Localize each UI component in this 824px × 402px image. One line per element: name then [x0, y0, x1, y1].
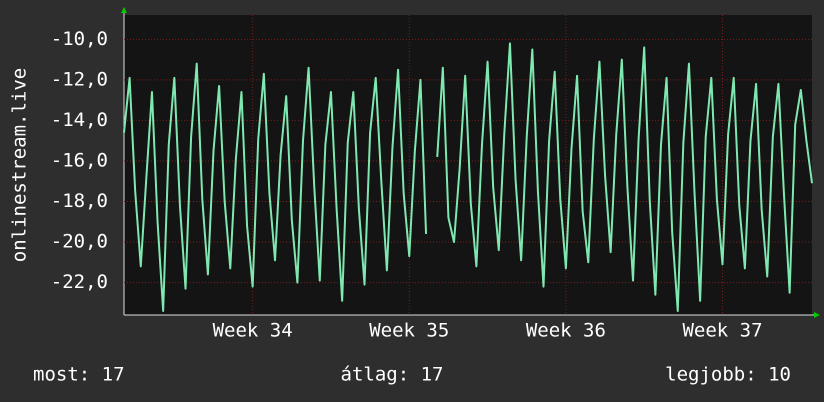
- y-tick-label: -20,0: [51, 231, 108, 253]
- y-tick-label: -22,0: [51, 271, 108, 293]
- y-tick-label: -16,0: [51, 149, 108, 171]
- footer-average: átlag: 17: [341, 364, 444, 386]
- x-tick-label: Week 34: [213, 320, 293, 342]
- x-tick-label: Week 37: [682, 320, 762, 342]
- y-tick-label: -18,0: [51, 190, 108, 212]
- y-axis-arrow: [121, 7, 127, 13]
- y-tick-label: -12,0: [51, 68, 108, 90]
- y-tick-label: -10,0: [51, 28, 108, 50]
- footer-best: legjobb: 10: [665, 364, 791, 386]
- plot-area: [124, 15, 812, 315]
- x-axis-arrow: [814, 312, 820, 318]
- y-tick-label: -14,0: [51, 109, 108, 131]
- x-tick-label: Week 36: [526, 320, 606, 342]
- x-tick-label: Week 35: [369, 320, 449, 342]
- data-line: [123, 42, 813, 312]
- y-axis-label: onlinestream.live: [9, 68, 31, 262]
- footer-current: most: 17: [33, 364, 125, 386]
